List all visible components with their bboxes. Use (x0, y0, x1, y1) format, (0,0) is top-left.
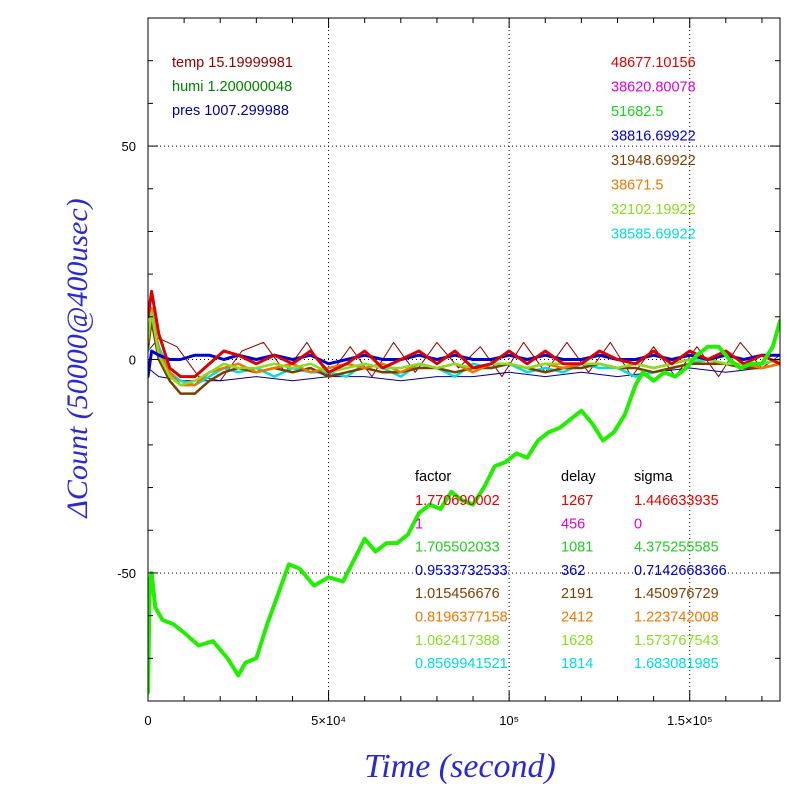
x-tick-label-2: 10⁵ (499, 713, 519, 728)
sigma-header: sigma (634, 469, 674, 485)
series-line-5 (148, 311, 780, 387)
count-value-6: 32102.19922 (611, 202, 696, 218)
sigma-value-5: 1.223742008 (634, 610, 719, 626)
series-layer (148, 289, 780, 695)
delay-value-5: 2412 (561, 610, 593, 626)
sigma-value-7: 1.683081985 (634, 656, 719, 672)
count-value-5: 38671.5 (611, 178, 663, 194)
series-line-7 (148, 289, 780, 379)
tick-labels: 0 5×10⁴ 10⁵ 1.5×10⁵ -50 0 50 (117, 139, 712, 728)
count-value-0: 48677.10156 (611, 55, 696, 71)
delay-value-6: 1628 (561, 633, 593, 649)
factor-value-5: 0.8196377158 (415, 610, 508, 626)
count-value-1: 38620.80078 (611, 80, 696, 96)
series-line-8 (148, 319, 780, 695)
delay-value-2: 1081 (561, 540, 593, 556)
factor-header: factor (415, 469, 451, 485)
y-tick-label-1: 0 (129, 353, 136, 368)
axis-ticks (147, 17, 780, 701)
count-value-3: 38816.69922 (611, 129, 696, 145)
sigma-value-6: 1.573767543 (634, 633, 719, 649)
env-readout-humi: humi 1.200000048 (172, 79, 292, 95)
delay-value-0: 1267 (561, 493, 593, 509)
delay-value-4: 2191 (561, 586, 593, 602)
factor-value-6: 1.062417388 (415, 633, 500, 649)
y-tick-label-0: -50 (117, 566, 136, 581)
factor-value-0: 1.770690002 (415, 493, 500, 509)
series-line-4 (148, 307, 780, 387)
factor-value-3: 0.9533732533 (415, 563, 508, 579)
factor-value-1: 1 (415, 516, 423, 532)
factor-value-7: 0.8569941521 (415, 656, 508, 672)
count-value-7: 38585.69922 (611, 227, 696, 243)
x-axis-label: Time (second) (364, 748, 556, 785)
delay-value-7: 1814 (561, 656, 593, 672)
annotations: temp 15.19999981 humi 1.200000048 pres 100… (172, 55, 727, 672)
sigma-value-0: 1.446633935 (634, 493, 719, 509)
sigma-value-4: 1.450976729 (634, 586, 719, 602)
delay-header: delay (561, 469, 596, 485)
sigma-value-3: 0.7142668366 (634, 563, 727, 579)
delay-value-3: 362 (561, 563, 585, 579)
x-tick-label-1: 5×10⁴ (311, 713, 346, 728)
delay-value-1: 456 (561, 516, 585, 532)
y-tick-label-2: 50 (122, 139, 136, 154)
y-axis-label: ΔCount (50000@400usec) (61, 198, 94, 518)
factor-value-2: 1.705502033 (415, 540, 500, 556)
sigma-value-1: 0 (634, 516, 642, 532)
factor-value-4: 1.015456676 (415, 586, 500, 602)
env-readout-temp: temp 15.19999981 (172, 55, 293, 71)
x-tick-label-0: 0 (144, 713, 151, 728)
count-value-4: 31948.69922 (611, 153, 696, 169)
count-value-2: 51682.5 (611, 104, 663, 120)
sigma-value-2: 4.375255585 (634, 540, 719, 556)
env-readout-pres: pres 1007.299988 (172, 103, 289, 119)
x-tick-label-3: 1.5×10⁵ (667, 713, 713, 728)
